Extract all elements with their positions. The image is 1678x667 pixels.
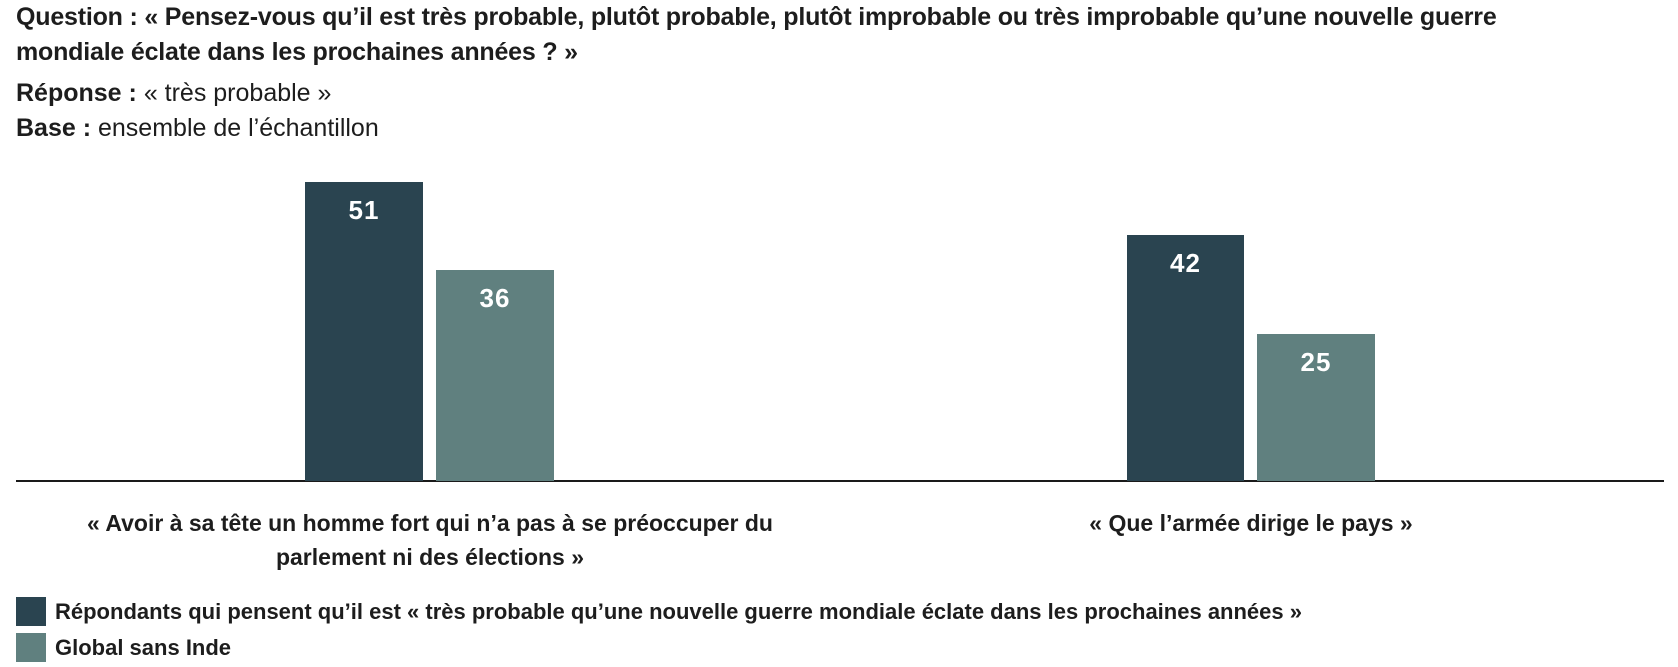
legend-swatch-dark bbox=[16, 597, 46, 626]
bar-value-label: 25 bbox=[1300, 347, 1332, 377]
bar-value-label: 36 bbox=[479, 283, 511, 313]
bar-value-label: 51 bbox=[348, 195, 380, 225]
response-line: Réponse : « très probable » bbox=[16, 78, 331, 108]
bar-strongman-global: 36 bbox=[436, 270, 554, 481]
question-label: Question : bbox=[16, 3, 138, 31]
category-label-strongman: « Avoir à sa tête un homme fort qui n’a … bbox=[87, 510, 773, 570]
question-text: « Pensez-vous qu’il est très probable, p… bbox=[16, 3, 1497, 66]
base-label: Base : bbox=[16, 114, 92, 142]
legend-item-global: Global sans Inde bbox=[16, 633, 1302, 662]
legend-swatch-teal bbox=[16, 633, 46, 662]
bar-army-very-probable: 42 bbox=[1127, 235, 1244, 481]
legend-item-very-probable: Répondants qui pensent qu’il est « très … bbox=[16, 597, 1302, 626]
legend-label: Global sans Inde bbox=[55, 635, 232, 660]
bar-army-global: 25 bbox=[1257, 334, 1375, 481]
response-text: « très probable » bbox=[143, 79, 332, 107]
bar-strongman-very-probable: 51 bbox=[305, 182, 423, 481]
response-label: Réponse : bbox=[16, 79, 137, 107]
category-label-army: « Que l’armée dirige le pays » bbox=[1089, 510, 1413, 536]
question-line: Question : « Pensez-vous qu’il est très … bbox=[16, 0, 1602, 70]
chart-legend: Répondants qui pensent qu’il est « très … bbox=[16, 597, 1302, 667]
bar-value-label: 42 bbox=[1170, 248, 1201, 278]
base-line: Base : ensemble de l’échantillon bbox=[16, 113, 379, 143]
base-text: ensemble de l’échantillon bbox=[98, 114, 379, 142]
legend-label: Répondants qui pensent qu’il est « très … bbox=[55, 599, 1302, 624]
x-axis-line bbox=[16, 480, 1664, 482]
